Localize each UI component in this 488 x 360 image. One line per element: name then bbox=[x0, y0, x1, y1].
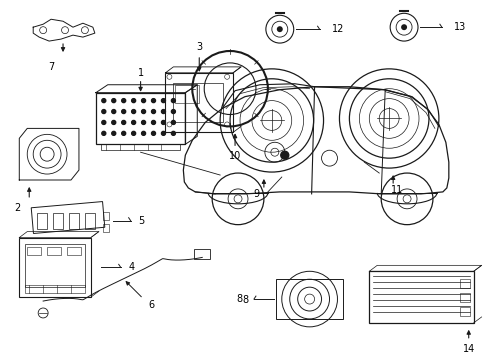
Text: 8: 8 bbox=[235, 294, 242, 304]
Bar bbox=[459, 307, 469, 316]
Text: 6: 6 bbox=[148, 300, 154, 310]
Bar bbox=[25, 285, 85, 293]
Bar bbox=[47, 247, 61, 255]
Bar bbox=[19, 238, 91, 297]
Circle shape bbox=[112, 99, 116, 103]
Bar bbox=[96, 93, 185, 144]
Text: 5: 5 bbox=[138, 216, 144, 226]
Bar bbox=[85, 213, 95, 229]
Bar bbox=[175, 85, 199, 103]
Bar bbox=[368, 271, 473, 323]
Circle shape bbox=[122, 121, 125, 125]
Circle shape bbox=[400, 24, 406, 30]
Bar bbox=[102, 212, 108, 220]
Bar bbox=[67, 247, 81, 255]
Circle shape bbox=[171, 131, 175, 135]
Bar bbox=[173, 83, 223, 122]
Circle shape bbox=[122, 109, 125, 113]
Text: 2: 2 bbox=[14, 203, 20, 213]
Bar bbox=[53, 213, 63, 229]
Circle shape bbox=[102, 121, 105, 125]
Text: 1: 1 bbox=[137, 68, 143, 78]
Circle shape bbox=[161, 99, 165, 103]
Text: 7: 7 bbox=[48, 62, 54, 72]
Text: 10: 10 bbox=[228, 151, 241, 161]
Text: 11: 11 bbox=[390, 185, 403, 195]
Bar bbox=[69, 213, 79, 229]
Text: 12: 12 bbox=[331, 24, 343, 34]
Circle shape bbox=[131, 121, 135, 125]
Circle shape bbox=[151, 131, 155, 135]
Bar bbox=[165, 73, 233, 132]
Bar bbox=[102, 224, 108, 231]
Text: 13: 13 bbox=[453, 22, 465, 32]
Bar bbox=[459, 293, 469, 302]
Bar bbox=[25, 243, 85, 287]
Circle shape bbox=[171, 121, 175, 125]
Circle shape bbox=[112, 131, 116, 135]
Circle shape bbox=[280, 151, 288, 159]
Circle shape bbox=[171, 99, 175, 103]
Bar bbox=[31, 202, 104, 234]
Circle shape bbox=[142, 109, 145, 113]
Circle shape bbox=[142, 99, 145, 103]
Circle shape bbox=[151, 99, 155, 103]
Text: 3: 3 bbox=[196, 42, 202, 52]
Circle shape bbox=[161, 121, 165, 125]
Circle shape bbox=[102, 109, 105, 113]
Text: 4: 4 bbox=[128, 262, 135, 272]
Text: 9: 9 bbox=[253, 189, 260, 199]
Circle shape bbox=[112, 121, 116, 125]
Circle shape bbox=[161, 109, 165, 113]
Circle shape bbox=[102, 131, 105, 135]
Circle shape bbox=[151, 121, 155, 125]
Circle shape bbox=[161, 131, 165, 135]
Circle shape bbox=[171, 109, 175, 113]
Bar bbox=[275, 279, 343, 319]
Circle shape bbox=[151, 109, 155, 113]
Circle shape bbox=[122, 99, 125, 103]
Circle shape bbox=[276, 26, 282, 32]
Circle shape bbox=[131, 131, 135, 135]
Circle shape bbox=[102, 99, 105, 103]
Bar bbox=[101, 144, 180, 150]
Circle shape bbox=[112, 109, 116, 113]
Circle shape bbox=[142, 121, 145, 125]
Bar bbox=[37, 213, 47, 229]
Circle shape bbox=[142, 131, 145, 135]
Circle shape bbox=[122, 131, 125, 135]
Bar bbox=[27, 247, 41, 255]
Text: 14: 14 bbox=[462, 344, 474, 354]
Bar bbox=[194, 249, 210, 260]
Circle shape bbox=[131, 109, 135, 113]
Text: 8: 8 bbox=[242, 295, 247, 305]
Circle shape bbox=[131, 99, 135, 103]
Bar bbox=[459, 279, 469, 288]
